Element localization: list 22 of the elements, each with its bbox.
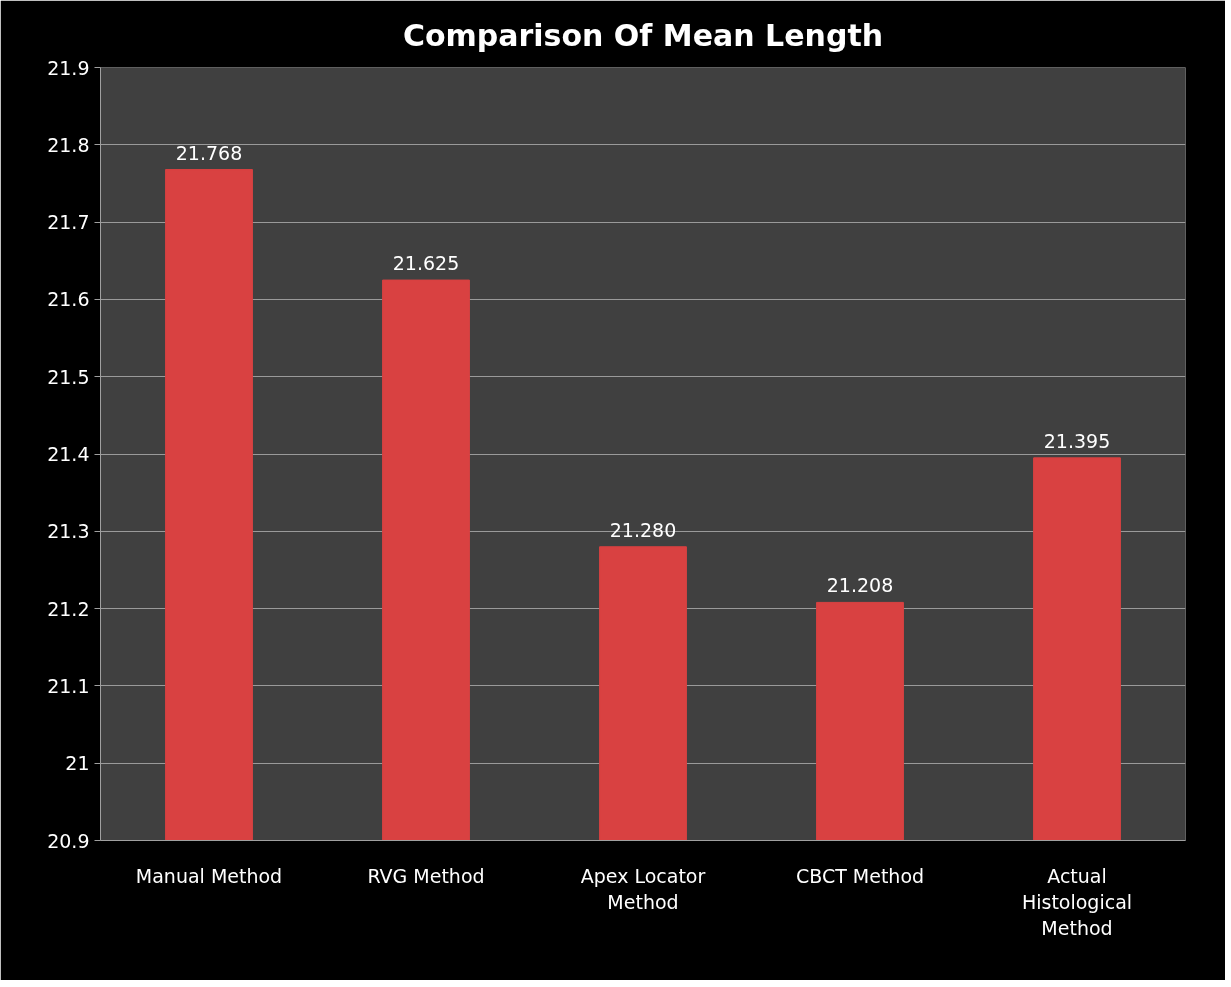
y-tick-label: 21.4	[47, 443, 90, 465]
y-tick-label: 21.7	[47, 211, 90, 234]
x-tick-label: CBCT Method	[795, 864, 925, 887]
data-label: 21.625	[392, 252, 460, 275]
data-label: 21.280	[609, 518, 677, 541]
y-tick-label: 21.5	[47, 365, 90, 388]
data-label: 21.208	[826, 574, 894, 597]
x-tick-label: Manual Method	[135, 864, 283, 887]
y-tick-label: 21.8	[47, 133, 90, 156]
y-tick-label: 21.9	[47, 56, 90, 79]
y-tick-label: 21.6	[47, 288, 90, 311]
data-label: 21.395	[1043, 429, 1111, 452]
y-tick-label: 21.2	[47, 597, 90, 620]
x-tick-label: RVG Method	[367, 864, 485, 887]
data-label: 21.768	[175, 141, 243, 164]
y-tick-label: 20.9	[47, 829, 90, 852]
y-tick-label: 21	[65, 752, 90, 775]
x-tick-label: Apex Locator Method	[580, 864, 706, 913]
x-tick-label: Actual Histological Method	[1021, 864, 1133, 940]
chart-title: Comparison Of Mean Length	[402, 17, 884, 53]
y-tick-label: 21.1	[47, 674, 90, 697]
y-tick-label: 21.3	[47, 520, 90, 543]
